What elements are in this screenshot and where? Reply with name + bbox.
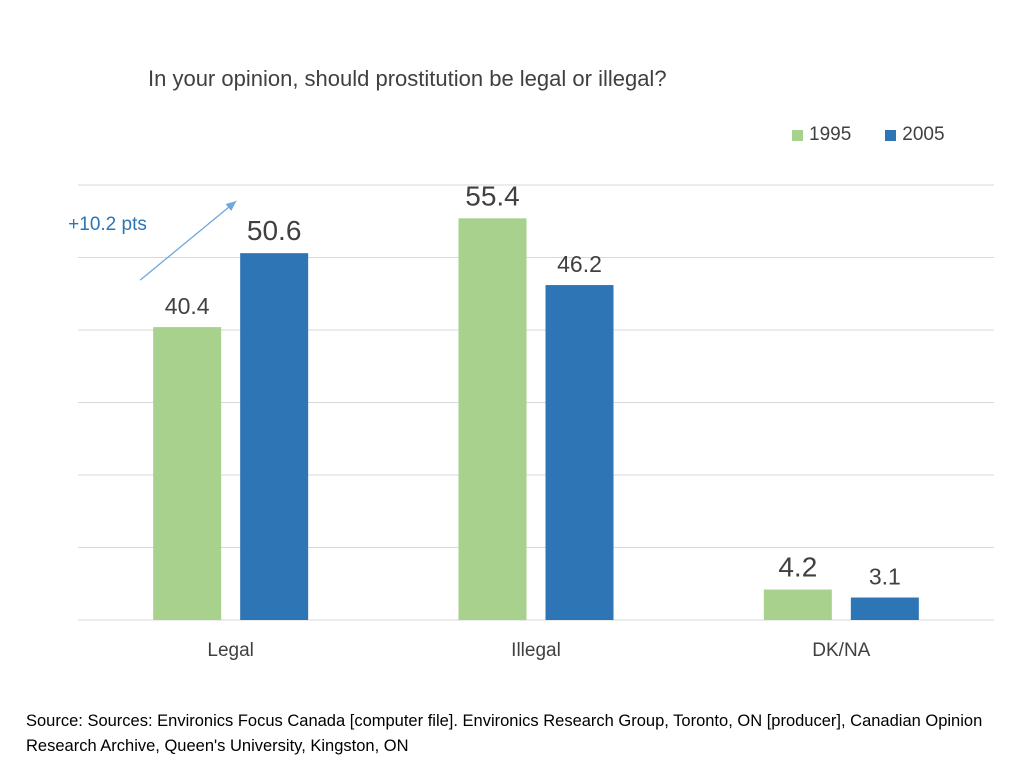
legend-item-2005: 2005	[885, 124, 945, 146]
category-label: Legal	[207, 640, 254, 661]
data-label: 40.4	[165, 293, 210, 319]
legend: 1995 2005	[792, 124, 979, 146]
legend-label-1995: 1995	[809, 124, 852, 145]
data-label: 55.4	[465, 180, 520, 211]
annotation-arrow-head	[225, 201, 237, 211]
legend-swatch-1995	[792, 129, 803, 141]
annotation-label: +10.2 pts	[68, 214, 147, 235]
data-label: 3.1	[869, 564, 901, 590]
legend-item-1995: 1995	[792, 124, 851, 146]
data-label: 46.2	[557, 251, 602, 277]
bar-illegal-1995	[458, 218, 527, 620]
data-label: 4.2	[778, 552, 817, 583]
legend-swatch-2005	[885, 129, 897, 141]
bar-dk-na-1995	[763, 589, 832, 620]
bar-legal-1995	[153, 327, 222, 620]
data-label: 50.6	[247, 215, 302, 246]
legend-label-2005: 2005	[902, 124, 945, 145]
category-label: DK/NA	[812, 640, 870, 661]
chart-title: In your opinion, should prostitution be …	[148, 66, 667, 91]
annotation-arrow-line	[139, 200, 237, 281]
category-label: Illegal	[511, 640, 561, 661]
bar-legal-2005	[240, 253, 309, 620]
bar-dk-na-2005	[850, 597, 919, 620]
bar-illegal-2005	[545, 285, 614, 620]
source-note: Source: Sources: Environics Focus Canada…	[26, 712, 983, 755]
